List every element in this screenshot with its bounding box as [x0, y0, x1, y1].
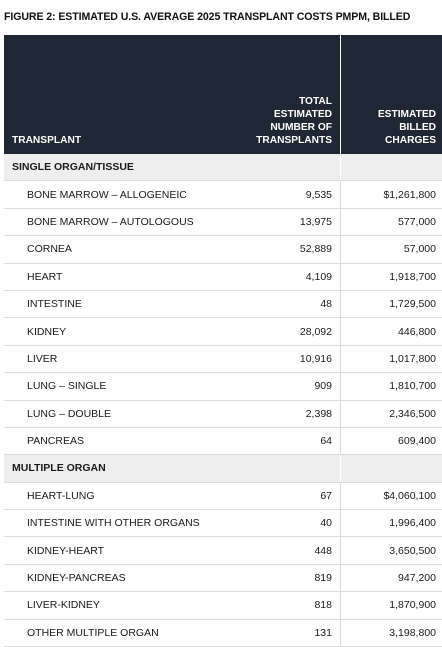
billed-charges: 57,000 — [403, 243, 436, 256]
table-row: PANCREAS 64 609,400 — [4, 427, 442, 456]
transplant-costs-table: TRANSPLANT TOTAL ESTIMATED NUMBER OF TRA… — [4, 35, 442, 647]
billed-charges: 1,996,400 — [389, 517, 436, 530]
transplant-name: BONE MARROW – ALLOGENEIC — [27, 188, 187, 201]
table-row: HEART 4,109 1,918,700 — [4, 263, 442, 291]
header-number-of-transplants: TOTAL ESTIMATED NUMBER OF TRANSPLANTS — [231, 35, 341, 154]
table-row: INTESTINE 48 1,729,500 — [4, 290, 442, 319]
transplant-count: 64 — [231, 427, 341, 455]
section-title: SINGLE ORGAN/TISSUE — [4, 154, 341, 181]
section-header: SINGLE ORGAN/TISSUE — [4, 154, 442, 182]
transplant-count: 28,092 — [231, 318, 341, 345]
transplant-name: LIVER — [27, 352, 58, 365]
transplant-count: 819 — [231, 564, 341, 592]
billed-charges: 2,346,500 — [389, 407, 436, 420]
table-row: LIVER-KIDNEY 818 1,870,900 — [4, 592, 442, 620]
transplant-name: INTESTINE — [27, 298, 82, 311]
billed-charges: $4,060,100 — [383, 489, 436, 502]
table-header: TRANSPLANT TOTAL ESTIMATED NUMBER OF TRA… — [4, 35, 442, 154]
transplant-count: 52,889 — [231, 236, 341, 263]
transplant-count: 13,975 — [231, 208, 341, 236]
billed-charges: 947,200 — [398, 572, 436, 585]
billed-charges: 1,918,700 — [389, 270, 436, 283]
header-billed-charges: ESTIMATED BILLED CHARGES — [377, 109, 436, 146]
transplant-count: 448 — [231, 537, 341, 564]
transplant-count: 2,398 — [231, 400, 341, 427]
transplant-name: HEART — [27, 270, 63, 283]
table-row: LUNG – SINGLE 909 1,810,700 — [4, 373, 442, 401]
transplant-count: 4,109 — [231, 263, 341, 290]
transplant-name: BONE MARROW – AUTOLOGOUS — [27, 215, 194, 228]
transplant-name: LIVER-KIDNEY — [27, 599, 100, 612]
transplant-count: 40 — [231, 510, 341, 537]
table-row: KIDNEY 28,092 446,800 — [4, 318, 442, 346]
transplant-count: 67 — [231, 482, 341, 510]
table-row: INTESTINE WITH OTHER ORGANS 40 1,996,400 — [4, 510, 442, 538]
table-row: LIVER 10,916 1,017,800 — [4, 345, 442, 374]
section-title: MULTIPLE ORGAN — [4, 455, 341, 482]
billed-charges: 1,810,700 — [389, 380, 436, 393]
table-row: CORNEA 52,889 57,000 — [4, 236, 442, 264]
table-row: HEART-LUNG 67 $4,060,100 — [4, 482, 442, 511]
table-body: SINGLE ORGAN/TISSUE BONE MARROW – ALLOGEN… — [4, 154, 442, 647]
section-header: MULTIPLE ORGAN — [4, 455, 442, 483]
billed-charges: 577,000 — [398, 215, 436, 228]
billed-charges: $1,261,800 — [383, 188, 436, 201]
transplant-count: 818 — [231, 592, 341, 619]
billed-charges: 609,400 — [398, 435, 436, 448]
transplant-name: KIDNEY-HEART — [27, 544, 105, 557]
transplant-name: KIDNEY-PANCREAS — [27, 572, 126, 585]
table-row: KIDNEY-HEART 448 3,650,500 — [4, 537, 442, 565]
transplant-name: LUNG – SINGLE — [27, 380, 107, 393]
transplant-name: KIDNEY — [27, 325, 67, 338]
transplant-name: PANCREAS — [27, 435, 84, 448]
transplant-name: OTHER MULTIPLE ORGAN — [27, 626, 159, 639]
table-row: KIDNEY-PANCREAS 819 947,200 — [4, 564, 442, 593]
billed-charges: 1,729,500 — [389, 298, 436, 311]
transplant-name: LUNG – DOUBLE — [27, 407, 112, 420]
figure-title: FIGURE 2: ESTIMATED U.S. AVERAGE 2025 TR… — [4, 11, 411, 23]
transplant-count: 909 — [231, 373, 341, 400]
billed-charges: 446,800 — [398, 325, 436, 338]
transplant-name: CORNEA — [27, 243, 72, 256]
table-row: BONE MARROW – AUTOLOGOUS 13,975 577,000 — [4, 208, 442, 237]
billed-charges: 1,870,900 — [389, 599, 436, 612]
table-row: OTHER MULTIPLE ORGAN 131 3,198,800 — [4, 619, 442, 647]
transplant-name: INTESTINE WITH OTHER ORGANS — [27, 517, 200, 530]
billed-charges: 3,650,500 — [389, 544, 436, 557]
transplant-count: 10,916 — [231, 345, 341, 373]
table-row: LUNG – DOUBLE 2,398 2,346,500 — [4, 400, 442, 428]
header-transplant: TRANSPLANT — [12, 135, 82, 146]
billed-charges: 3,198,800 — [389, 626, 436, 639]
transplant-count: 9,535 — [231, 181, 341, 208]
transplant-count: 131 — [231, 619, 341, 647]
transplant-name: HEART-LUNG — [27, 489, 95, 502]
billed-charges: 1,017,800 — [389, 352, 436, 365]
table-row: BONE MARROW – ALLOGENEIC 9,535 $1,261,800 — [4, 181, 442, 209]
transplant-count: 48 — [231, 290, 341, 318]
